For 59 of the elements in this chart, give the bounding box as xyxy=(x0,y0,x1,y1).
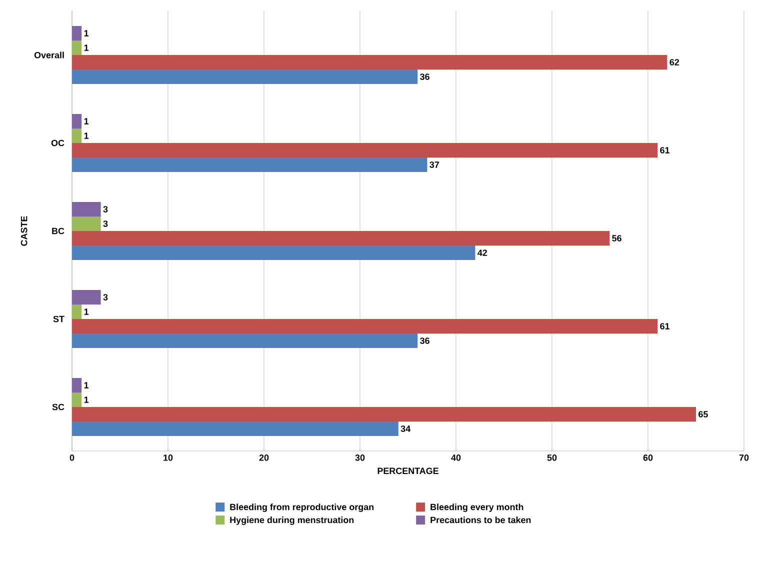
x-tick-label: 10 xyxy=(164,454,173,461)
data-label: 65 xyxy=(698,411,708,418)
data-label: 1 xyxy=(84,396,89,403)
y-axis-title: CASTE xyxy=(20,216,28,246)
bar xyxy=(72,422,398,436)
bar xyxy=(72,378,82,392)
bar xyxy=(72,143,658,158)
bar xyxy=(72,26,82,40)
bar xyxy=(72,202,101,216)
bar xyxy=(72,392,82,407)
bar xyxy=(72,216,101,231)
legend-label: Bleeding from reproductive organ xyxy=(230,504,374,512)
bar xyxy=(72,128,82,143)
data-label: 1 xyxy=(84,30,89,36)
bar xyxy=(72,407,696,422)
bar xyxy=(72,304,82,319)
data-label: 1 xyxy=(84,118,89,124)
bar xyxy=(72,290,101,304)
data-label: 36 xyxy=(420,338,430,344)
data-label: 1 xyxy=(84,44,89,51)
legend-label: Hygiene during menstruation xyxy=(230,516,354,525)
data-label: 36 xyxy=(420,74,430,80)
data-label: 56 xyxy=(612,235,622,242)
x-tick-label: 30 xyxy=(355,454,365,461)
data-label: 3 xyxy=(103,220,108,227)
data-label: 42 xyxy=(478,250,488,256)
data-label: 1 xyxy=(84,308,89,315)
x-tick-label: 60 xyxy=(643,454,653,461)
y-tick-label: OC xyxy=(51,140,64,146)
x-tick-label: 20 xyxy=(259,454,269,461)
bar xyxy=(72,55,668,70)
y-tick-label: ST xyxy=(53,316,64,322)
data-label: 34 xyxy=(400,426,411,432)
y-tick-label: BC xyxy=(52,228,64,234)
legend-label: Precautions to be taken xyxy=(430,516,531,524)
data-label: 37 xyxy=(430,162,439,168)
data-label: 62 xyxy=(670,59,680,66)
bar xyxy=(72,158,428,172)
bar xyxy=(72,334,418,348)
x-tick-label: 40 xyxy=(451,454,461,461)
x-tick-label: 50 xyxy=(547,454,557,461)
y-tick-label: Overall xyxy=(34,52,64,58)
data-label: 1 xyxy=(84,382,89,388)
x-tick-label: 0 xyxy=(70,454,74,461)
data-label: 3 xyxy=(103,206,108,212)
x-tick-label: 70 xyxy=(739,454,749,461)
data-label: 1 xyxy=(84,132,89,139)
legend-label: Bleeding every month xyxy=(430,504,524,512)
x-axis-title: PERCENTAGE xyxy=(378,468,438,474)
bar xyxy=(72,114,82,128)
bar xyxy=(72,70,418,84)
data-label: 3 xyxy=(103,294,108,300)
bar xyxy=(72,319,658,334)
bar xyxy=(72,40,82,55)
data-label: 61 xyxy=(660,147,670,154)
y-tick-label: SC xyxy=(52,404,64,410)
bar xyxy=(72,231,610,246)
bar xyxy=(72,246,476,260)
data-label: 61 xyxy=(660,323,670,330)
